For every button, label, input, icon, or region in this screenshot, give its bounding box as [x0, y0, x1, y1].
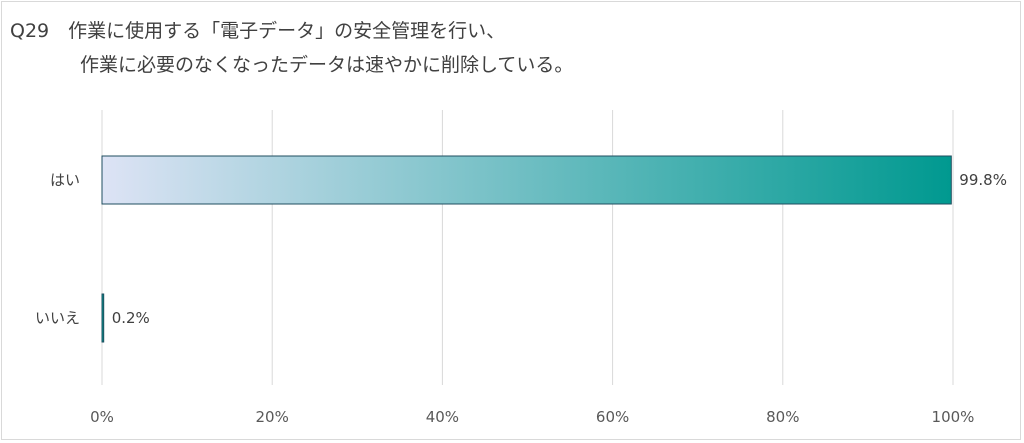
- chart-title-line2: 作業に必要のなくなったデータは速やかに削除している。: [80, 54, 574, 76]
- x-tick-label-80: 80%: [766, 408, 799, 426]
- category-label-1: いいえ: [35, 309, 80, 327]
- x-tick-label-20: 20%: [256, 408, 289, 426]
- x-tick-label-0: 0%: [90, 408, 114, 426]
- bar-0: [101, 155, 952, 205]
- x-tick-label-40: 40%: [426, 408, 459, 426]
- x-tick-label-100: 100%: [932, 408, 975, 426]
- value-label-1: 0.2%: [112, 309, 150, 327]
- bar-1: [101, 293, 105, 343]
- labels: 0% 20% 40% 60% 80% 100% はい 99.8% いいえ 0.2%: [35, 171, 1007, 426]
- bars: [101, 155, 952, 343]
- chart-title-line1: Q29 作業に使用する「電子データ」の安全管理を行い、: [10, 20, 506, 42]
- value-label-0: 99.8%: [959, 171, 1007, 189]
- category-label-0: はい: [50, 171, 80, 189]
- x-tick-label-60: 60%: [596, 408, 629, 426]
- chart-title: Q29 作業に使用する「電子データ」の安全管理を行い、 作業に必要のなくなったデ…: [10, 14, 573, 82]
- gridlines: [101, 110, 954, 385]
